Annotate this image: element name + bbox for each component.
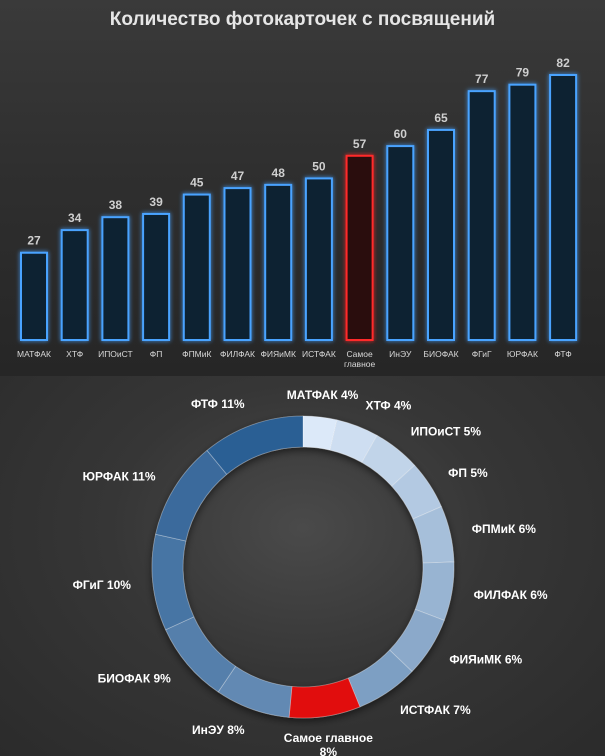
bar-category-label: ФПМиК [182,349,211,359]
bar-chart: 27 МАТФАК 34 ХТФ 38 ИПОиСТ 39 ФП 45 ФПМиК 47 ФИЛФАК… [17,56,578,369]
bar-category-label: ФТФ [554,349,571,359]
bar-category-label: ФП [150,349,163,359]
donut-label: БИОФАК 9% [98,672,172,686]
bar-value-label: 50 [312,159,326,173]
donut-label: МАТФАК 4% [287,388,359,402]
bar-value-label: 27 [27,234,41,248]
bar-value-label: 39 [149,195,163,209]
bar-фпмик [182,193,211,341]
donut-label: ФИЯиМК 6% [449,652,522,666]
bar-value-label: 57 [353,137,367,151]
bar-юрфак [508,83,537,341]
bar-самое-главное [345,154,374,341]
donut-label: ЮРФАК 11% [83,470,156,484]
bar-value-label: 60 [394,127,408,141]
bar-фтф [549,74,578,341]
bar-ипоист [101,216,130,342]
bar-category-label: ФГиГ [472,349,492,359]
donut-label: ФТФ 11% [191,397,245,411]
bar-value-label: 82 [556,56,570,70]
bar-истфак [304,177,333,341]
donut-slice-фгиг [151,533,195,631]
bar-фияимк [264,183,293,341]
bar-матфак [20,251,48,341]
bar-хтф [60,229,89,341]
bar-value-label: 48 [272,166,286,180]
bar-value-label: 77 [475,72,489,86]
donut-slice-фтф [206,415,304,475]
bar-category-label: ФИЛФАК [220,349,255,359]
donut-label: ФИЛФАК 6% [474,588,548,602]
bar-category-label: ФИЯиМК [260,349,296,359]
donut-label: ФП 5% [448,466,488,480]
bar-value-label: 45 [190,176,204,190]
donut-label: Самое главное 8% [284,731,373,756]
bar-филфак [223,187,252,341]
bar-фп [142,212,171,341]
donut-slice-биофак [165,616,237,693]
bar-category-label: ХТФ [66,349,83,359]
bar-value-label: 38 [109,198,123,212]
bar-value-label: 79 [516,66,530,80]
bar-category-label: БИОФАК [423,349,458,359]
chart-title: Количество фотокарточек с посвящений [109,9,496,30]
bar-value-label: 34 [68,211,82,225]
donut-slice-самое-главное [288,677,361,719]
donut-label: ХТФ 4% [365,399,411,413]
bar-category-label: МАТФАК [17,349,51,359]
donut-ring [151,415,455,719]
bar-инэу [386,145,415,341]
donut-label: ИПОиСТ 5% [411,425,482,439]
bar-category-label: ИСТФАК [302,349,336,359]
bar-chart-panel [0,0,605,376]
bar-value-label: 47 [231,169,245,183]
bar-биофак [427,128,455,341]
bar-value-label: 65 [434,111,448,125]
donut-slice-юрфак [155,449,228,542]
bar-фгиг [467,90,496,341]
donut-label: ФГиГ 10% [73,578,132,592]
bar-category-label: ЮРФАК [507,349,538,359]
bar-category-label: ИнЭУ [389,349,412,359]
donut-label: ФПМиК 6% [472,522,537,536]
bar-category-label: ИПОиСТ [98,349,133,359]
bar-category-label: Самое главное [344,349,376,369]
donut-label: ИнЭУ 8% [192,723,245,737]
donut-label: ИСТФАК 7% [400,703,471,717]
